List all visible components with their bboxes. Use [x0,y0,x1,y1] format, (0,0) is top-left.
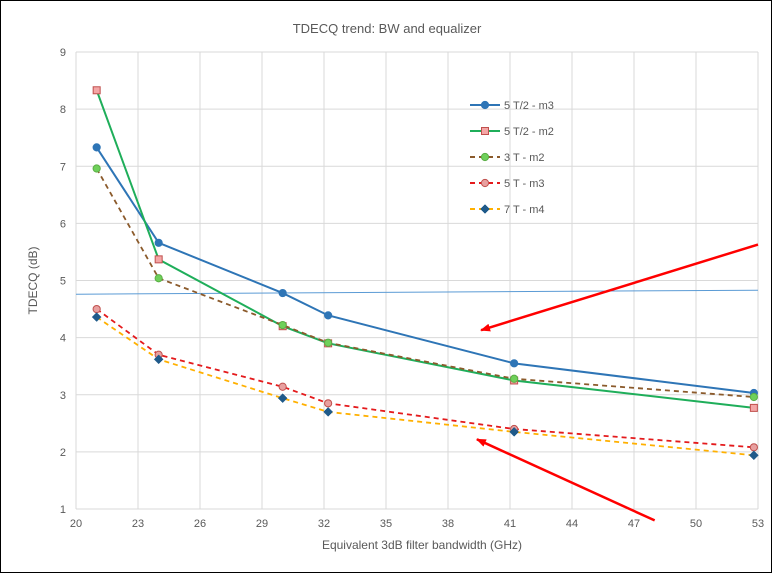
data-point [324,338,333,347]
series-4 [91,312,759,461]
y-tick-label: 1 [60,504,66,516]
data-point [323,407,333,417]
legend-label: 5 T/2 - m3 [504,100,554,112]
data-point [92,143,101,152]
y-tick-label: 8 [60,104,66,116]
data-point [480,204,490,214]
data-point [324,399,333,408]
data-point [92,86,101,95]
data-point [91,312,102,322]
series-line [95,89,754,409]
x-tick-label: 26 [194,518,206,530]
data-point [277,393,288,404]
x-tick-label: 23 [132,518,144,530]
legend-label: 3 T - m2 [504,152,545,164]
y-tick-label: 9 [60,47,66,59]
x-axis-title: Equivalent 3dB filter bandwidth (GHz) [322,538,522,552]
y-tick-label: 4 [60,333,66,345]
y-tick-label: 2 [60,447,66,459]
x-tick-label: 32 [318,518,330,530]
x-tick-label: 20 [70,518,82,530]
x-tick-label: 35 [380,518,392,530]
reference-line [75,289,759,295]
legend-item: 5 T/2 - m3 [470,100,554,112]
data-point [481,127,489,135]
data-point [480,178,490,188]
data-point [324,311,333,320]
series-2 [92,164,758,402]
series-3 [92,304,758,452]
data-point [509,427,519,437]
data-point [154,255,163,264]
data-point [749,443,758,452]
legend-item: 5 T/2 - m2 [470,126,554,138]
data-point [510,359,519,368]
series-line [95,168,754,398]
data-point [278,288,287,298]
data-point [749,392,758,402]
data-point [92,164,101,173]
x-tick-label: 29 [256,518,268,530]
y-tick-label: 6 [60,218,66,230]
legend: 5 T/2 - m3 5 T/2 - m2 3 T - m2 5 T - m3 7 T … [470,100,554,216]
data-point [278,382,287,391]
legend-label: 5 T/2 - m2 [504,126,554,138]
y-axis-title: TDECQ (dB) [26,246,40,314]
y-tick-label: 3 [60,390,66,402]
series-line [96,308,754,449]
data-point [510,374,519,383]
annotation-arrow [480,243,759,332]
gridlines [75,51,759,510]
series-line [96,316,754,457]
series-line [95,146,754,395]
chart-title: TDECQ trend: BW and equalizer [293,21,482,36]
data-point [154,238,163,247]
annotation-arrows [476,243,759,522]
legend-item: 5 T - m3 [470,178,545,190]
data-point [749,450,759,461]
data-point [92,304,101,314]
data-point [278,320,287,330]
x-tick-label: 53 [752,518,764,530]
data-point [153,354,164,365]
data-point [154,274,163,283]
x-tick-label: 47 [628,518,640,530]
legend-label: 7 T - m4 [504,204,545,216]
x-tick-label: 41 [504,518,516,530]
series-0 [92,143,758,398]
data-point [749,403,758,412]
legend-label: 5 T - m3 [504,178,545,190]
x-tick-label: 38 [442,518,454,530]
x-tick-label: 50 [690,518,702,530]
x-tick-label: 44 [566,518,578,530]
legend-item: 3 T - m2 [470,152,545,164]
legend-item: 7 T - m4 [470,204,545,216]
y-tick-label: 7 [60,161,66,173]
y-tick-label: 5 [60,276,66,288]
annotation-arrow [476,438,656,522]
data-point [480,100,490,110]
data-point [480,152,490,162]
